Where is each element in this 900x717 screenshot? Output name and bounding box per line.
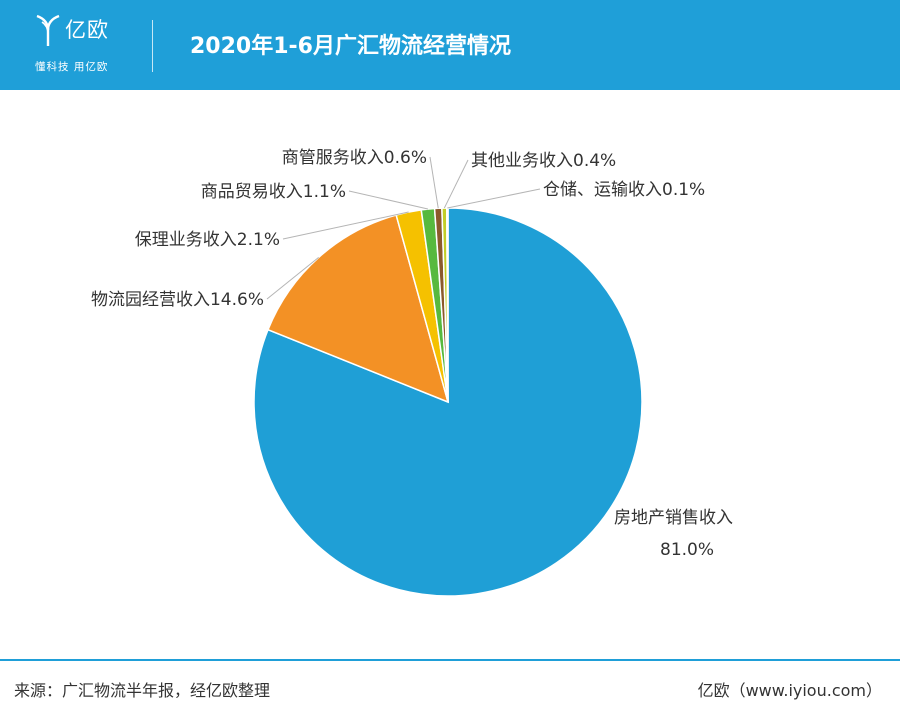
footer-source: 来源：广汇物流半年报，经亿欧整理 xyxy=(14,681,271,700)
page-title: 2020年1-6月广汇物流经营情况 xyxy=(190,34,511,59)
pie-chart-area: 房地产销售收入 81.0% 物流园经营收入14.6% 保理业务收入2.1% 商品贸易收入… xyxy=(0,90,900,655)
logo-slogan: 懂科技 用亿欧 xyxy=(35,61,109,73)
label-leader-line-4 xyxy=(348,190,429,210)
label-leader-line-6 xyxy=(443,159,469,209)
slice-label-5: 商管服务收入0.6% xyxy=(282,148,427,168)
slice-label-6: 其他业务收入0.4% xyxy=(471,151,616,171)
header-banner: 亿欧 懂科技 用亿欧 2020年1-6月广汇物流经营情况 xyxy=(0,0,900,90)
label-leader-line-5 xyxy=(429,156,439,209)
label-leader-line-7 xyxy=(447,188,541,209)
slice-value-label-1: 81.0% xyxy=(660,540,714,560)
slice-label-4: 商品贸易收入1.1% xyxy=(201,182,346,202)
logo-name: 亿欧 xyxy=(65,18,109,42)
label-leader-line-3 xyxy=(282,211,409,240)
brand-logo: 亿欧 懂科技 用亿欧 xyxy=(35,12,155,76)
logo-y-icon xyxy=(36,14,60,46)
footer-brand: 亿欧（www.iyiou.com） xyxy=(697,681,882,700)
pie-chart: 房地产销售收入 81.0% 物流园经营收入14.6% 保理业务收入2.1% 商品贸易收入… xyxy=(91,148,733,597)
slice-label-7: 仓储、运输收入0.1% xyxy=(543,180,705,200)
label-leader-line-2 xyxy=(266,256,320,300)
slice-label-1: 房地产销售收入 xyxy=(614,508,733,528)
footer-rule xyxy=(0,659,900,661)
header-divider xyxy=(152,20,153,72)
slice-label-3: 保理业务收入2.1% xyxy=(135,230,280,250)
slice-label-2: 物流园经营收入14.6% xyxy=(91,290,264,310)
